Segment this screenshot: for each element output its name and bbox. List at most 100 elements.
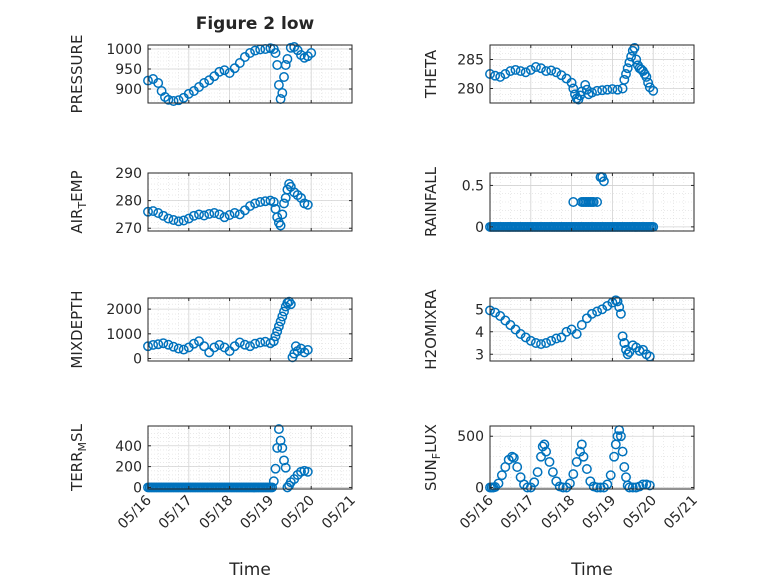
data-point xyxy=(496,470,507,481)
data-point xyxy=(268,476,279,487)
plot-area xyxy=(490,298,694,361)
data-point xyxy=(204,208,215,219)
data-point xyxy=(490,70,501,81)
data-point xyxy=(158,210,169,221)
data-point xyxy=(272,212,283,223)
data-point xyxy=(564,478,575,489)
data-point xyxy=(168,341,179,352)
data-point xyxy=(178,215,189,226)
data-point xyxy=(306,48,317,58)
data-point xyxy=(541,66,552,77)
y-tick-label: 0.5 xyxy=(462,178,484,194)
data-point xyxy=(275,435,286,446)
subplot-5: 3 4 5 H2OMIXRA xyxy=(422,289,695,370)
data-point xyxy=(536,63,546,74)
data-point xyxy=(529,477,540,488)
y-tick-label: 280 xyxy=(457,82,484,98)
data-markers xyxy=(143,424,313,493)
y-tick-label: 0 xyxy=(133,480,142,496)
data-point xyxy=(270,463,281,474)
data-point xyxy=(541,446,552,457)
data-point xyxy=(551,67,562,78)
data-point xyxy=(530,62,541,72)
y-tick-label: 3 xyxy=(475,347,484,363)
data-point xyxy=(580,80,591,90)
data-point xyxy=(571,329,582,339)
y-tick-label: 950 xyxy=(115,62,142,78)
data-point xyxy=(219,212,230,223)
data-point xyxy=(571,456,582,467)
data-point xyxy=(173,95,184,106)
data-point xyxy=(214,209,225,220)
data-point xyxy=(507,451,518,462)
y-tick-label: 2000 xyxy=(106,302,142,318)
data-point xyxy=(621,69,631,79)
data-point xyxy=(148,339,159,350)
data-point xyxy=(578,451,589,462)
data-point xyxy=(644,480,655,491)
data-point xyxy=(229,63,240,74)
x-axis-label: Time xyxy=(570,560,613,580)
data-point xyxy=(163,94,174,105)
data-point xyxy=(510,64,521,75)
y-axis-label: PRESSURE xyxy=(68,35,86,114)
data-point xyxy=(199,78,210,88)
data-point xyxy=(250,198,261,209)
data-point xyxy=(587,308,597,319)
data-point xyxy=(566,77,577,88)
y-axis-label: RAINFALL xyxy=(422,166,440,237)
data-point xyxy=(302,199,313,210)
data-point xyxy=(512,462,523,472)
data-markers xyxy=(143,296,313,363)
y-axis-label: MIXDEPTH xyxy=(68,290,86,368)
data-point xyxy=(153,208,164,218)
data-point xyxy=(581,464,592,474)
y-tick-label: 0 xyxy=(475,220,484,236)
data-point xyxy=(188,338,199,349)
data-point xyxy=(619,462,630,472)
data-point xyxy=(551,333,562,344)
data-point xyxy=(598,176,609,187)
data-point xyxy=(219,65,230,76)
data-point xyxy=(544,456,555,467)
data-point xyxy=(536,339,546,350)
y-tick-label: 0 xyxy=(133,352,142,368)
axes-box xyxy=(147,297,353,362)
data-point xyxy=(568,469,579,480)
data-point xyxy=(272,326,283,337)
data-point xyxy=(631,54,642,65)
data-point xyxy=(250,338,261,349)
data-point xyxy=(194,336,204,347)
data-point xyxy=(270,331,281,342)
data-point xyxy=(539,439,550,450)
data-markers xyxy=(143,179,313,231)
data-point xyxy=(245,48,255,58)
data-point xyxy=(290,341,301,352)
plot-area xyxy=(148,45,352,103)
data-point xyxy=(282,54,293,64)
data-point xyxy=(224,346,235,357)
data-point xyxy=(280,60,291,70)
subplot-0: 900 950 1000 PRESSURE xyxy=(68,35,353,114)
y-axis-label-part: LUX xyxy=(422,424,440,453)
subplot-2: 270 280 290 AIRTEMP xyxy=(68,166,353,237)
data-point xyxy=(546,335,557,346)
data-point xyxy=(605,470,616,481)
axes-box xyxy=(147,172,353,232)
y-axis-label-part: SL xyxy=(68,423,86,442)
data-point xyxy=(277,311,288,322)
data-point xyxy=(234,337,245,348)
data-point xyxy=(163,213,174,224)
plot-area xyxy=(148,426,352,489)
subplot-1: 280 285 THETA xyxy=(422,42,695,105)
data-point xyxy=(302,466,313,477)
y-tick-label: 5 xyxy=(475,302,484,318)
data-point xyxy=(270,48,281,58)
y-axis-label: SUNFLUX xyxy=(422,424,443,491)
y-axis-label-part: SUN xyxy=(422,459,440,491)
y-axis-label-subscript: T xyxy=(76,202,89,210)
data-point xyxy=(627,482,638,493)
axes-box xyxy=(147,44,353,104)
data-point xyxy=(188,210,199,221)
